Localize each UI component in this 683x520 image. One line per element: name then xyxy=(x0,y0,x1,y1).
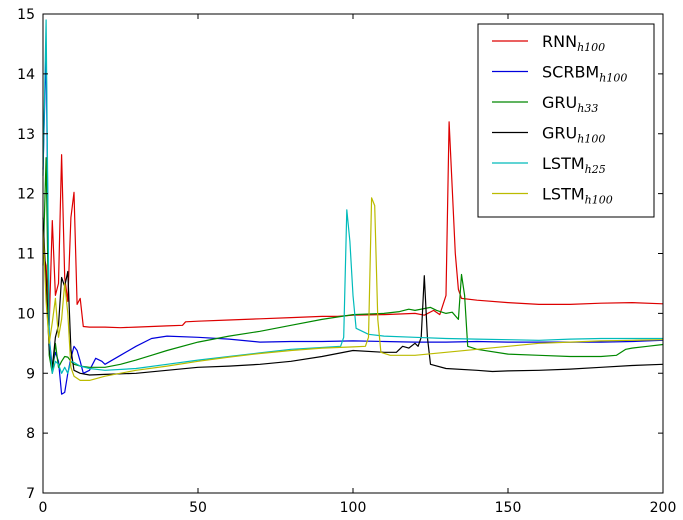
x-tick-label: 50 xyxy=(189,500,207,516)
series-line-scrbm-h100 xyxy=(42,49,664,395)
y-tick-label: 8 xyxy=(26,426,35,442)
series-line-lstm-h100 xyxy=(42,197,664,381)
y-tick-label: 15 xyxy=(17,7,35,23)
legend-box xyxy=(477,23,655,218)
legend: RNNh100SCRBMh100GRUh33GRUh100LSTMh25LSTM… xyxy=(477,23,655,218)
y-tick-label: 14 xyxy=(17,67,35,83)
y-tick-label: 11 xyxy=(17,247,35,263)
y-tick-label: 7 xyxy=(26,486,35,502)
plot-lines xyxy=(42,19,664,395)
x-tick-label: 200 xyxy=(650,500,677,516)
x-tick-label: 150 xyxy=(495,500,522,516)
y-tick-label: 10 xyxy=(17,306,35,322)
series-line-gru-h33 xyxy=(42,157,664,374)
tick-labels: 0 50 100 150 200 7 8 9 10 11 12 13 14 15 xyxy=(17,7,676,516)
x-tick-label: 100 xyxy=(340,500,367,516)
y-tick-label: 9 xyxy=(26,366,35,382)
x-tick-label: 0 xyxy=(39,500,48,516)
y-tick-label: 13 xyxy=(17,127,35,143)
ticks xyxy=(42,13,664,494)
series-line-lstm-h25 xyxy=(42,19,663,374)
series-line-gru-h100 xyxy=(42,217,664,376)
y-tick-label: 12 xyxy=(17,187,35,203)
